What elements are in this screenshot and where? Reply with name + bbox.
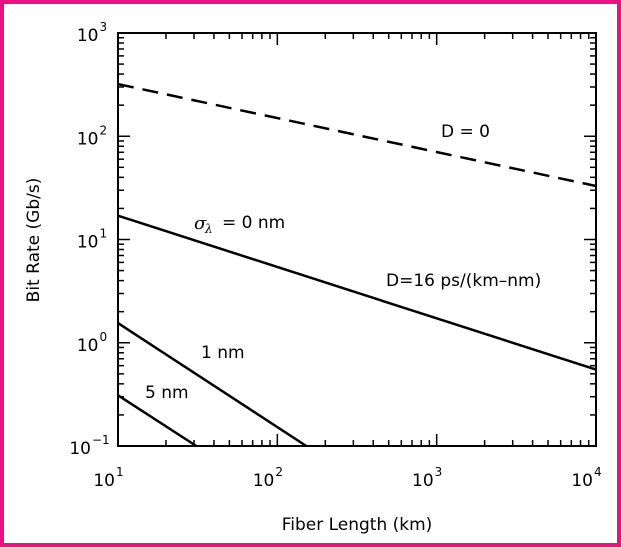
series-line-2 [117, 214, 597, 371]
x-tick-base: 10 [93, 471, 115, 491]
y-tick-base: 10 [77, 26, 99, 46]
x-tick-exponent: 3 [435, 465, 443, 479]
y-tick-label: 10 3 [77, 20, 107, 46]
x-axis-title: Fiber Length (km) [282, 515, 433, 535]
annotation-sigma-subscript: λ [204, 222, 213, 236]
y-tick-base: 10 [69, 439, 91, 459]
series-lines [117, 82, 597, 448]
annotation-d-sixteen: D=16 ps/(km–nm) [386, 271, 541, 291]
x-tick-exponent: 2 [275, 465, 283, 479]
x-tick-label: 10 3 [412, 465, 442, 491]
annotation-d-zero: D = 0 [441, 122, 490, 142]
tick-labels: 10 1 10 2 10 3 10 410 −110 010 110 210 3 [69, 20, 601, 491]
x-tick-label: 10 2 [253, 465, 283, 491]
y-tick-exponent: 0 [100, 330, 108, 344]
y-tick-label: 10 1 [77, 227, 107, 253]
x-tick-exponent: 1 [116, 465, 124, 479]
series-line-3 [117, 322, 307, 448]
y-tick-base: 10 [77, 129, 99, 149]
y-tick-exponent: 1 [100, 227, 108, 241]
x-tick-label: 10 1 [93, 465, 123, 491]
x-tick-base: 10 [253, 471, 275, 491]
y-tick-label: 10 −1 [69, 433, 109, 459]
y-tick-exponent: −1 [92, 433, 110, 447]
y-tick-exponent: 3 [100, 20, 108, 34]
x-tick-base: 10 [412, 471, 434, 491]
y-tick-base: 10 [77, 336, 99, 356]
annotation-sigma-symbol: σ [194, 213, 207, 234]
annotation-five-nm: 5 nm [145, 383, 189, 403]
y-axis-title: Bit Rate (Gb/s) [24, 178, 44, 303]
y-tick-label: 10 0 [77, 330, 107, 356]
y-tick-base: 10 [77, 233, 99, 253]
series-line-1 [117, 82, 597, 188]
x-tick-base: 10 [571, 471, 593, 491]
x-tick-exponent: 4 [594, 465, 602, 479]
axis-ticks [117, 32, 597, 447]
annotation-one-nm: 1 nm [201, 343, 245, 363]
annotation-sigma-value: = 0 nm [222, 213, 285, 233]
series-line-4 [117, 394, 197, 448]
x-tick-label: 10 4 [571, 465, 601, 491]
y-tick-exponent: 2 [100, 123, 108, 137]
y-tick-label: 10 2 [77, 123, 107, 149]
